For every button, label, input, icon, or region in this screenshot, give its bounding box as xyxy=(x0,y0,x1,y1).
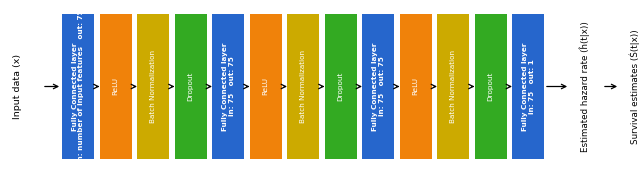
Bar xyxy=(437,14,469,159)
Bar xyxy=(474,14,506,159)
Text: Dropout: Dropout xyxy=(337,72,344,101)
Text: ReLU: ReLU xyxy=(262,78,269,95)
Bar xyxy=(362,14,394,159)
Text: Fully Connected layer
in: 75   out: 75: Fully Connected layer in: 75 out: 75 xyxy=(221,42,234,131)
Text: Fully Connected layer
in: number of input features   out: 75: Fully Connected layer in: number of inpu… xyxy=(72,10,84,163)
Text: Estimated hazard rate (ĥ(t|x)): Estimated hazard rate (ĥ(t|x)) xyxy=(580,21,590,152)
Bar xyxy=(175,14,207,159)
Text: Input data (x): Input data (x) xyxy=(13,54,22,119)
Text: ReLU: ReLU xyxy=(113,78,118,95)
Bar xyxy=(250,14,282,159)
Bar xyxy=(287,14,319,159)
Bar xyxy=(137,14,169,159)
Bar xyxy=(62,14,94,159)
Text: Batch Normalization: Batch Normalization xyxy=(450,50,456,123)
Bar xyxy=(399,14,431,159)
Bar xyxy=(99,14,131,159)
Text: ReLU: ReLU xyxy=(413,78,419,95)
Bar xyxy=(512,14,544,159)
Text: Batch Normalization: Batch Normalization xyxy=(150,50,156,123)
Text: Survival estimates (Ś(t|x)): Survival estimates (Ś(t|x)) xyxy=(630,29,640,144)
Text: Dropout: Dropout xyxy=(488,72,493,101)
Text: Batch Normalization: Batch Normalization xyxy=(300,50,306,123)
Text: Fully Connected layer
in: 75   out: 1: Fully Connected layer in: 75 out: 1 xyxy=(522,42,534,131)
Bar xyxy=(212,14,244,159)
Text: Dropout: Dropout xyxy=(188,72,193,101)
Bar xyxy=(324,14,356,159)
Text: Fully Connected layer
in: 75   out: 75: Fully Connected layer in: 75 out: 75 xyxy=(371,42,385,131)
